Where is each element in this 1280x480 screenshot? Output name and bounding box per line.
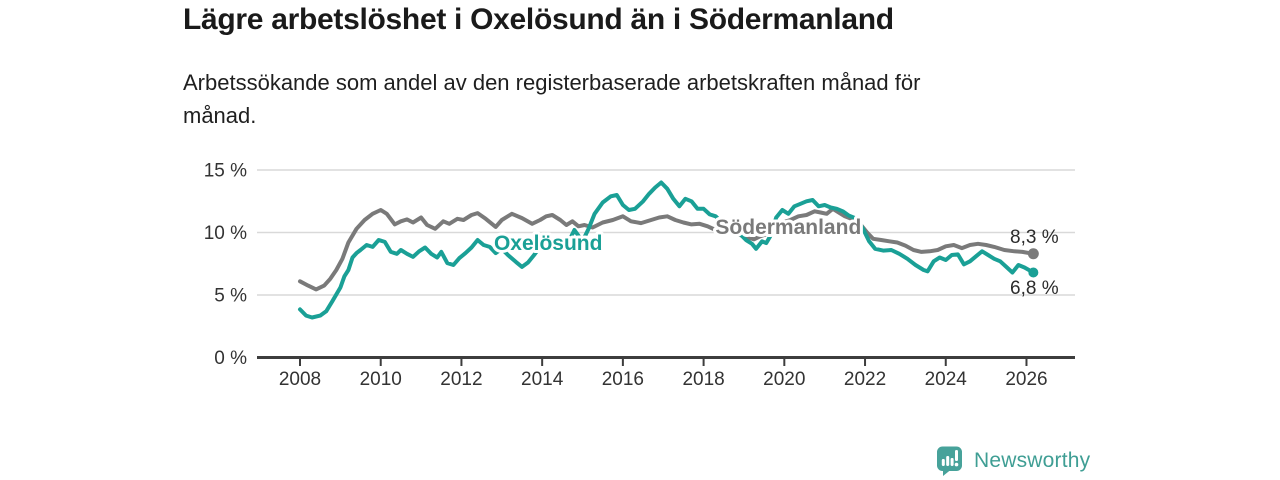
x-tick-label: 2010 [360, 369, 402, 390]
end-value-label-sodermanland: 8,3 % [1010, 227, 1059, 248]
x-tick-label: 2020 [763, 369, 805, 390]
subtitle-line-1: Arbetssökande som andel av den registerb… [183, 70, 921, 95]
end-dot-sodermanland [1027, 248, 1039, 260]
series-label-sodermanland: Södermanland [715, 216, 861, 239]
x-tick-label: 2008 [279, 369, 321, 390]
newsworthy-logo-text: Newsworthy [974, 449, 1091, 472]
x-tick-label: 2014 [521, 369, 564, 390]
y-tick-label: 15 % [204, 161, 247, 182]
x-tick-label: 2022 [844, 369, 886, 390]
series-line-oxelosund [298, 180, 1036, 320]
x-tick-label: 2026 [1005, 369, 1047, 390]
y-tick-label: 5 % [214, 286, 247, 307]
x-tick-label: 2018 [682, 369, 724, 390]
series-line-sodermanland [298, 206, 1036, 292]
chart-subtitle: Arbetssökande som andel av den registerb… [183, 66, 920, 132]
newsworthy-logo-icon [937, 446, 962, 476]
x-tick-label: 2012 [440, 369, 482, 390]
y-tick-label: 0 % [214, 348, 247, 369]
subtitle-line-2: månad. [183, 103, 257, 128]
chart-title: Lägre arbetslöshet i Oxelösund än i Söde… [183, 3, 894, 36]
end-value-label-oxelosund: 6,8 % [1010, 278, 1059, 299]
series-label-oxelosund: Oxelösund [494, 232, 603, 255]
y-tick-label: 10 % [204, 223, 247, 244]
end-dot-oxelosund [1028, 267, 1039, 278]
newsworthy-brand: Newsworthy [936, 445, 1090, 477]
x-tick-label: 2016 [602, 369, 644, 390]
x-tick-label: 2024 [925, 369, 968, 390]
